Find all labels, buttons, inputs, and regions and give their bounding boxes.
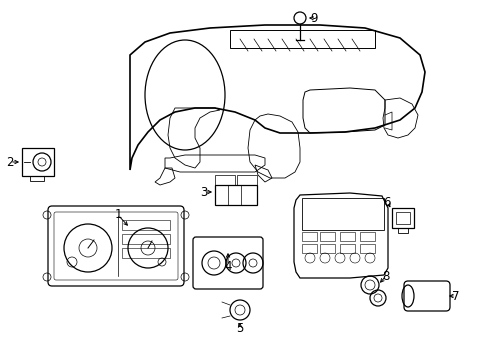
Text: 1: 1 xyxy=(114,208,122,221)
Bar xyxy=(359,244,374,253)
Bar xyxy=(122,234,170,244)
Bar xyxy=(397,228,407,233)
Bar xyxy=(339,244,354,253)
Bar xyxy=(302,244,316,253)
Text: 9: 9 xyxy=(309,12,317,24)
Bar xyxy=(229,30,374,48)
Text: 2: 2 xyxy=(6,156,14,168)
Bar xyxy=(319,232,334,241)
Bar xyxy=(22,148,54,176)
Bar xyxy=(391,208,413,228)
Bar xyxy=(122,220,170,230)
Bar xyxy=(302,198,383,230)
Text: 7: 7 xyxy=(451,289,459,302)
Bar xyxy=(215,185,257,205)
Bar xyxy=(319,244,334,253)
Bar xyxy=(359,232,374,241)
Bar xyxy=(339,232,354,241)
Bar xyxy=(215,175,235,185)
Text: 6: 6 xyxy=(383,195,390,208)
Bar xyxy=(302,232,316,241)
Bar xyxy=(237,175,257,185)
Text: 4: 4 xyxy=(224,260,231,273)
Text: 5: 5 xyxy=(236,321,243,334)
Bar xyxy=(122,248,170,258)
Text: 8: 8 xyxy=(382,270,389,283)
Text: 3: 3 xyxy=(200,185,207,198)
Bar xyxy=(395,212,409,224)
Bar xyxy=(30,176,44,181)
